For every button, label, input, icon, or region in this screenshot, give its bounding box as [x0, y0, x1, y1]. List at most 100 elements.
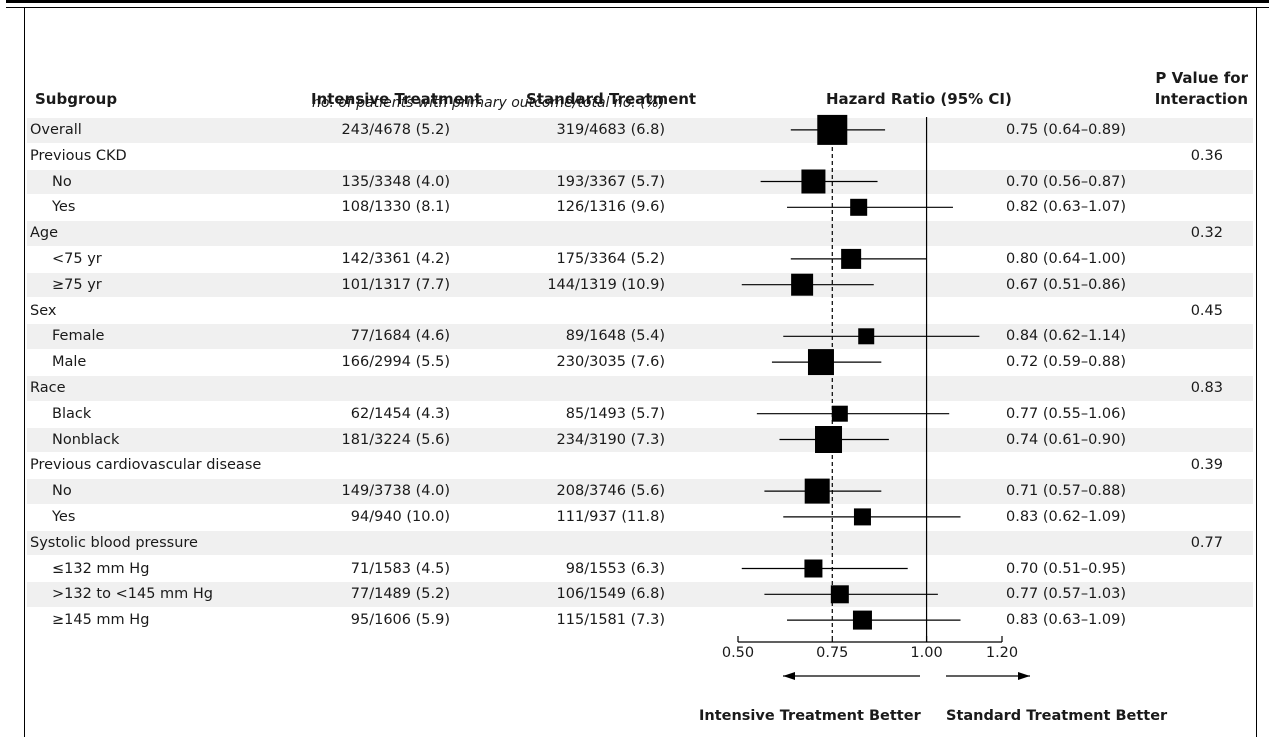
right-border: [1256, 8, 1257, 737]
x-tick-label: 1.20: [985, 645, 1019, 661]
standard-value: 144/1319 (10.9): [547, 276, 665, 293]
intensive-value: 77/1684 (4.6): [350, 328, 450, 345]
standard-value: 115/1581 (7.3): [556, 612, 665, 629]
hazard-ratio-marker: [853, 508, 871, 526]
standard-value: 85/1493 (5.7): [565, 405, 665, 422]
row-shading: [27, 118, 1253, 143]
intensive-value: 181/3224 (5.6): [341, 431, 450, 448]
row-label: >132 to <145 mm Hg: [52, 586, 214, 603]
hazard-ratio-value: 0.71 (0.57–0.88): [1006, 483, 1127, 500]
p-value: 0.83: [1190, 380, 1223, 396]
row-label: Male: [52, 354, 87, 371]
hazard-ratio-value: 0.83 (0.63–1.09): [1006, 612, 1127, 629]
standard-value: 319/4683 (6.8): [556, 122, 665, 138]
hazard-ratio-marker: [807, 349, 834, 376]
row-shading: [27, 221, 1253, 246]
x-tick-label: 0.50: [721, 645, 755, 661]
standard-value: 89/1648 (5.4): [565, 328, 665, 345]
hazard-ratio-marker: [815, 426, 843, 453]
column-subheader: no. of patients with primary outcome/tot…: [312, 95, 665, 111]
intensive-value: 108/1330 (8.1): [341, 199, 450, 216]
top-rule: [6, 0, 1269, 3]
row-label: Nonblack: [52, 431, 120, 448]
standard-value: 193/3367 (5.7): [556, 173, 665, 190]
hazard-ratio-value: 0.67 (0.51–0.86): [1006, 276, 1127, 293]
left-border: [24, 8, 25, 737]
row-shading: [27, 582, 1253, 607]
hazard-ratio-value: 0.75 (0.64–0.89): [1006, 122, 1127, 138]
p-value: 0.36: [1190, 147, 1223, 164]
header-p-value-line2: Interaction: [1154, 90, 1248, 108]
standard-value: 208/3746 (5.6): [556, 483, 665, 500]
p-value: 0.77: [1190, 534, 1223, 551]
favors-left-label: Intensive Treatment Better: [699, 708, 921, 724]
intensive-value: 243/4678 (5.2): [341, 122, 450, 138]
hazard-ratio-value: 0.77 (0.57–1.03): [1006, 586, 1127, 603]
hazard-ratio-marker: [804, 559, 823, 578]
hazard-ratio-value: 0.74 (0.61–0.90): [1006, 431, 1127, 448]
row-label: Systolic blood pressure: [30, 534, 198, 551]
hazard-ratio-value: 0.77 (0.55–1.06): [1006, 405, 1127, 422]
row-shading: [27, 376, 1253, 401]
row-shading: [27, 272, 1253, 298]
intensive-value: 71/1583 (4.5): [350, 560, 450, 577]
hazard-ratio-marker: [841, 248, 862, 269]
arrow-right-head: [1018, 672, 1030, 680]
hazard-ratio-value: 0.82 (0.63–1.07): [1006, 199, 1127, 216]
p-value: 0.39: [1190, 457, 1223, 474]
standard-value: 175/3364 (5.2): [556, 251, 665, 267]
header-standard: Standard Treatment: [526, 90, 697, 108]
intensive-value: 95/1606 (5.9): [350, 612, 450, 629]
intensive-value: 77/1489 (5.2): [350, 586, 450, 603]
row-shading: [27, 324, 1253, 349]
row-label: ≥145 mm Hg: [52, 612, 150, 629]
favors-right-label: Standard Treatment Better: [946, 708, 1168, 724]
intensive-value: 101/1317 (7.7): [341, 276, 450, 293]
hazard-ratio-marker: [850, 198, 868, 216]
p-value: 0.32: [1190, 225, 1223, 242]
row-label: Yes: [52, 199, 76, 216]
row-label: <75 yr: [52, 251, 102, 267]
hazard-ratio-marker: [830, 585, 849, 604]
row-label: Race: [30, 380, 66, 396]
row-label: Previous cardiovascular disease: [30, 457, 262, 474]
row-label: No: [52, 173, 72, 190]
hazard-ratio-value: 0.84 (0.62–1.14): [1006, 328, 1127, 345]
row-label: ≤132 mm Hg: [52, 560, 150, 577]
header-subgroup: Subgroup: [35, 90, 118, 108]
row-shading: [27, 427, 1253, 453]
row-label: ≥75 yr: [52, 276, 102, 293]
header-intensive: Intensive Treatment: [311, 90, 482, 108]
top-rule-thin: [6, 7, 1269, 8]
hazard-ratio-value: 0.70 (0.51–0.95): [1006, 560, 1127, 577]
hazard-ratio-value: 0.72 (0.59–0.88): [1006, 354, 1127, 371]
standard-value: 230/3035 (7.6): [556, 354, 665, 371]
x-tick-label: 1.00: [910, 645, 943, 661]
intensive-value: 142/3361 (4.2): [341, 251, 450, 267]
row-label: Previous CKD: [30, 147, 127, 164]
row-shading: [27, 530, 1253, 556]
row-label: Female: [52, 328, 105, 345]
hazard-ratio-marker: [817, 114, 848, 145]
standard-value: 98/1553 (6.3): [565, 560, 665, 577]
hazard-ratio-marker: [858, 328, 875, 345]
row-label: Yes: [52, 509, 76, 525]
arrow-left-head: [783, 672, 795, 680]
header-hazard-ratio: Hazard Ratio (95% CI): [826, 90, 1012, 108]
row-label: Black: [52, 405, 92, 422]
row-label: Sex: [30, 302, 57, 319]
row-label: Age: [30, 225, 59, 242]
standard-value: 111/937 (11.8): [556, 509, 665, 525]
intensive-value: 166/2994 (5.5): [341, 354, 450, 371]
intensive-value: 135/3348 (4.0): [341, 173, 450, 190]
p-value: 0.45: [1190, 302, 1223, 319]
row-label: Overall: [30, 122, 82, 138]
header-p-value-line1: P Value for: [1155, 69, 1248, 87]
intensive-value: 62/1454 (4.3): [350, 405, 450, 422]
standard-value: 126/1316 (9.6): [556, 199, 665, 216]
x-tick-label: 0.75: [816, 645, 849, 661]
hazard-ratio-marker: [852, 610, 872, 630]
row-label: No: [52, 483, 72, 500]
